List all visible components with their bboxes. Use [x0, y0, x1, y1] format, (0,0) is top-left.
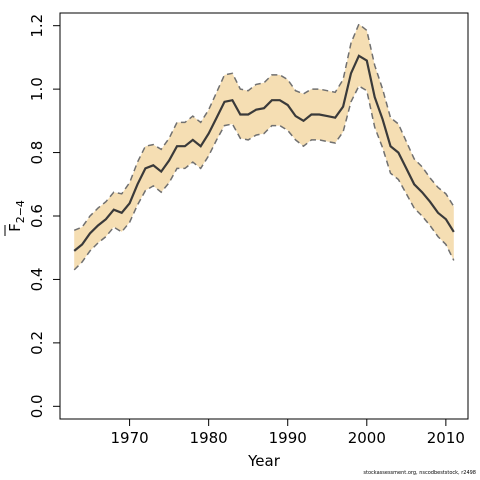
estimate-line	[73, 54, 455, 252]
y-axis: 0.0 0.2 0.4 0.6 0.8 1.0 1.2	[28, 14, 61, 418]
x-tick-label: 1980	[190, 429, 228, 447]
y-tick-label: 0.4	[28, 268, 46, 292]
footer-credit: stockassessment.org, nscodbeststock, r24…	[363, 470, 476, 476]
y-axis-title-main: F	[6, 223, 24, 232]
x-tick-label: 2010	[427, 429, 465, 447]
lower-bound-line	[73, 84, 455, 271]
y-tick-label: 0.6	[28, 204, 46, 228]
y-tick-label: 1.0	[28, 77, 46, 101]
y-tick-label: 0.0	[28, 394, 46, 418]
y-axis-title-sub: 2−4	[14, 200, 27, 223]
x-axis: 1970 1980 1990 2000 2010	[110, 418, 465, 447]
x-axis-title: Year	[247, 452, 281, 470]
x-tick-label: 1970	[110, 429, 148, 447]
y-tick-label: 1.2	[28, 14, 46, 38]
svg-text:F2−4: F2−4	[6, 200, 27, 232]
confidence-band	[74, 24, 454, 270]
y-tick-label: 0.8	[28, 141, 46, 165]
x-tick-label: 2000	[348, 429, 386, 447]
x-tick-label: 1990	[269, 429, 307, 447]
y-axis-title: F2−4	[4, 200, 27, 236]
y-tick-label: 0.2	[28, 331, 46, 355]
